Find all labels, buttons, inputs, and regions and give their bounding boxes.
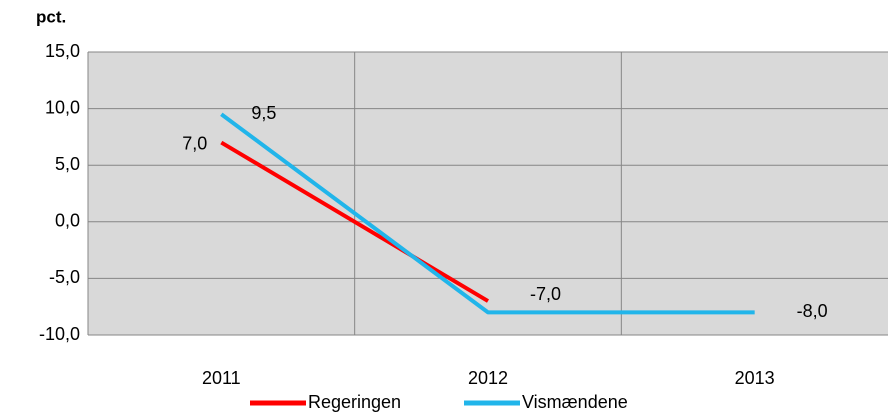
y-tick-label: 10,0 [45,97,80,117]
series-line [220,140,490,303]
data-label: -7,0 [530,284,561,304]
data-label: 7,0 [182,133,207,153]
x-tick-label: 2013 [735,368,775,388]
y-tick-label: -5,0 [49,267,80,287]
y-axis-label: pct. [36,7,66,26]
data-label: -8,0 [797,301,828,321]
x-tick-label: 2011 [202,368,241,388]
plot-area [88,52,888,335]
x-tick-label: 2012 [468,368,508,388]
y-tick-label: 0,0 [55,211,80,231]
data-label: 9,5 [251,103,276,123]
legend-label: Vismændene [522,392,628,412]
y-tick-label: 5,0 [55,154,80,174]
y-tick-label: 15,0 [45,41,80,61]
y-tick-label: -10,0 [39,324,80,344]
series-line [220,112,755,315]
legend-label: Regeringen [308,392,401,412]
